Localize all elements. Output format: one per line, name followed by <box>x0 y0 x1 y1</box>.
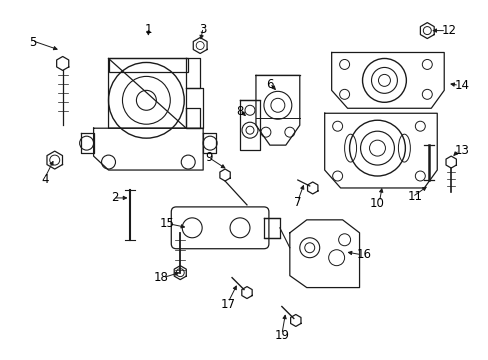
Text: 11: 11 <box>407 190 422 203</box>
Text: 16: 16 <box>356 248 371 261</box>
Text: 19: 19 <box>274 329 289 342</box>
Bar <box>108 58 188 72</box>
Text: 9: 9 <box>205 150 213 163</box>
Text: 10: 10 <box>369 197 384 210</box>
Text: 8: 8 <box>236 105 243 118</box>
Text: 7: 7 <box>293 196 301 209</box>
Text: 1: 1 <box>144 23 152 36</box>
Text: 17: 17 <box>220 298 235 311</box>
Text: 3: 3 <box>199 23 206 36</box>
Text: 14: 14 <box>453 79 468 92</box>
Text: 5: 5 <box>29 36 37 49</box>
Text: 12: 12 <box>440 24 455 37</box>
Text: 13: 13 <box>453 144 468 157</box>
Text: 18: 18 <box>153 271 168 284</box>
Text: 2: 2 <box>111 192 118 204</box>
Text: 4: 4 <box>41 173 48 186</box>
Text: 15: 15 <box>159 217 174 230</box>
Text: 6: 6 <box>265 78 273 91</box>
